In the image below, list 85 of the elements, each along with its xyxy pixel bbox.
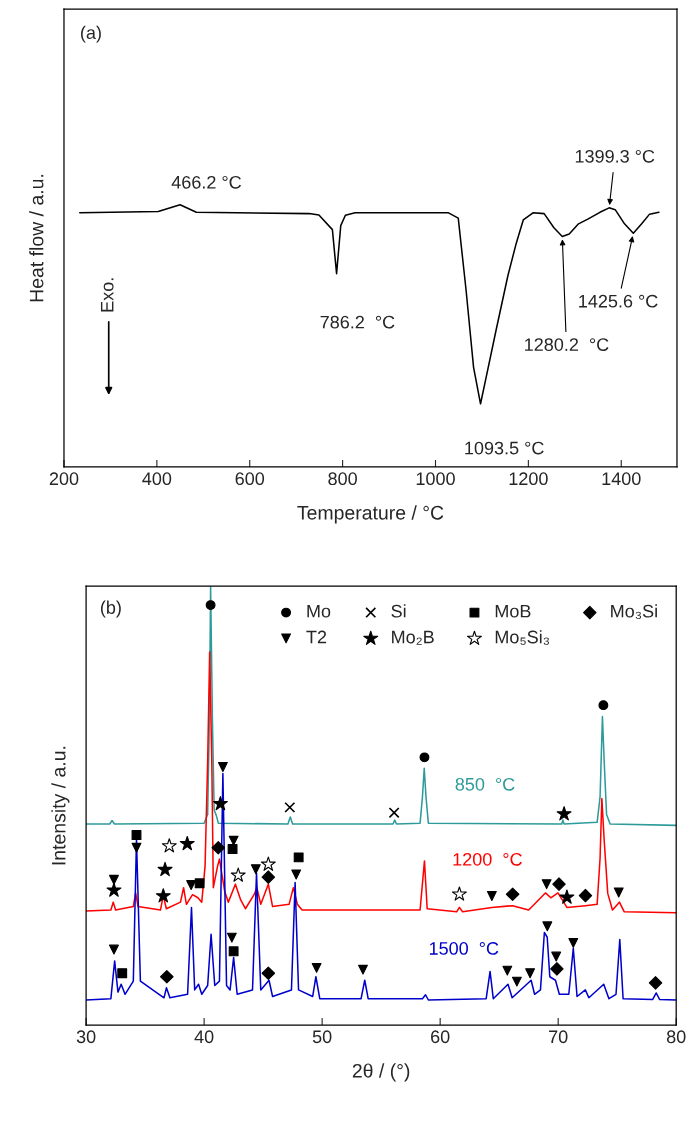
- point: [161, 838, 177, 853]
- x-tick-label: 60: [431, 1030, 450, 1044]
- annotation: Exo.: [100, 278, 114, 312]
- annotation: 1399.3 °C: [575, 149, 655, 163]
- point: [226, 932, 237, 943]
- point: [293, 852, 304, 863]
- series-label: 850 °C: [455, 777, 515, 791]
- point: [227, 844, 238, 855]
- point: [550, 962, 564, 976]
- text: (a): [81, 25, 101, 43]
- series-label: 1500 °C: [429, 942, 499, 955]
- x-tick-label: 1200: [509, 472, 548, 486]
- point: [250, 864, 261, 875]
- annotation: 1093.5 °C: [465, 441, 544, 455]
- legend-label: T2: [306, 630, 327, 644]
- x-tick-label: 1000: [416, 472, 455, 486]
- series-label: 1200 °C: [453, 852, 522, 866]
- x-tick-label: 50: [312, 1030, 332, 1044]
- point: [205, 600, 216, 611]
- point: [131, 830, 142, 840]
- legend-label: MoB: [495, 604, 531, 618]
- annotation: 466.2 °C: [171, 175, 242, 189]
- point: [486, 891, 497, 901]
- x-tick-label: 1400: [602, 472, 641, 486]
- point: [598, 700, 609, 711]
- x-tick-label: 800: [328, 472, 357, 486]
- point: [230, 867, 246, 882]
- point: [551, 951, 562, 962]
- point: [261, 966, 276, 981]
- x-tick-label: 40: [194, 1030, 214, 1044]
- point: [131, 842, 142, 853]
- point: [157, 861, 173, 877]
- point: [556, 806, 572, 821]
- point: [211, 840, 226, 855]
- x-tick-label: 70: [549, 1030, 568, 1044]
- point: [194, 878, 205, 889]
- point: [388, 807, 400, 819]
- point: [578, 888, 593, 903]
- x-tick-label: 30: [76, 1030, 96, 1044]
- point: [228, 946, 239, 957]
- x-axis-title: 2θ / (°): [352, 1063, 410, 1082]
- point: [358, 964, 368, 975]
- point: [117, 968, 128, 979]
- point: [511, 976, 522, 987]
- point: [179, 835, 195, 851]
- point: [505, 887, 520, 902]
- point: [502, 965, 513, 976]
- point: [311, 963, 322, 973]
- point: [217, 762, 228, 772]
- x-axis-title: Temperature / °C: [297, 505, 444, 524]
- point: [552, 877, 566, 891]
- annotation: 1425.6 °C: [579, 294, 658, 308]
- point: [109, 944, 119, 955]
- y-axis-title: Intensity / a.u.: [51, 746, 70, 865]
- legend-label: Mo₃Si: [611, 604, 657, 619]
- point: [648, 976, 663, 990]
- point: [186, 880, 197, 890]
- point: [291, 869, 302, 880]
- point: [525, 968, 536, 979]
- legend-label: Mo₂B: [392, 630, 434, 645]
- x-tick-label: 80: [666, 1030, 686, 1044]
- point: [613, 887, 624, 898]
- x-tick-label: 600: [235, 472, 265, 486]
- point: [260, 856, 276, 871]
- point: [541, 879, 552, 890]
- point: [155, 888, 171, 903]
- legend-label: Mo: [307, 604, 331, 618]
- point: [559, 889, 575, 904]
- point: [568, 938, 579, 948]
- point: [160, 969, 174, 984]
- x-tick-label: 200: [49, 472, 79, 486]
- y-axis-title: Heat flow / a.u.: [29, 174, 44, 302]
- annotation: 1280.2 °C: [525, 338, 609, 351]
- point: [419, 752, 430, 763]
- point: [284, 801, 296, 813]
- legend-label: Mo₅Si₃: [495, 630, 550, 645]
- point: [542, 921, 553, 932]
- legend-label: Si: [391, 604, 406, 618]
- annotation: (b): [100, 600, 121, 618]
- annotation: 786.2 °C: [320, 315, 395, 329]
- point: [451, 886, 467, 901]
- point: [261, 870, 276, 884]
- x-tick-label: 400: [142, 472, 172, 486]
- point: [212, 796, 228, 811]
- point: [106, 882, 122, 897]
